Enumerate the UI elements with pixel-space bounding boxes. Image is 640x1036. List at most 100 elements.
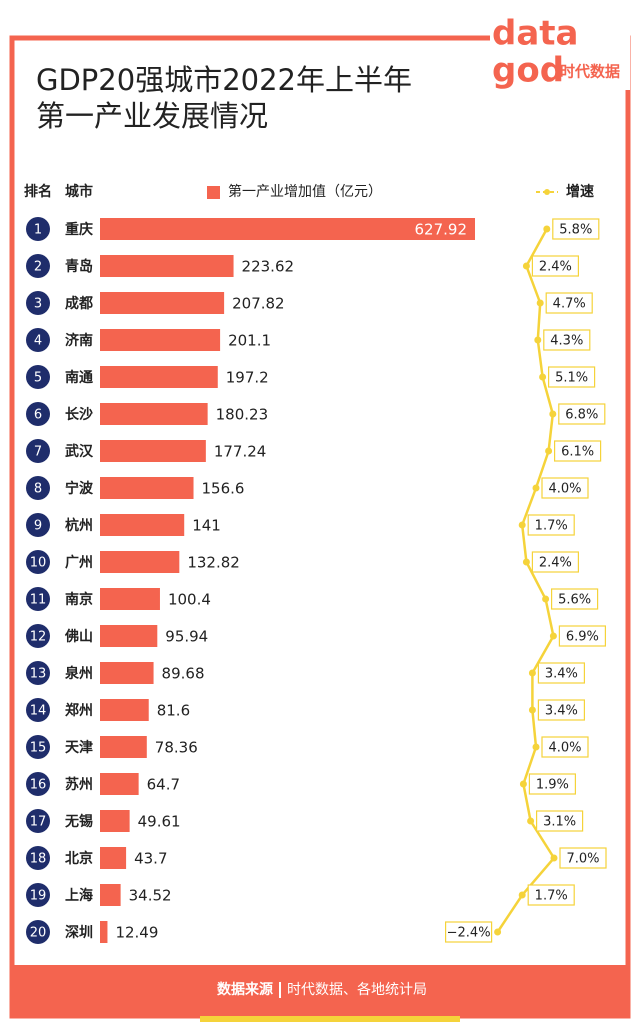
bar-value: 197.2 — [226, 369, 269, 387]
bar-value: 78.36 — [155, 739, 198, 757]
rank-badge — [26, 476, 50, 500]
bar-value: 132.82 — [187, 554, 240, 572]
growth-label: 4.3% — [550, 334, 583, 349]
bar — [100, 588, 160, 610]
growth-label: 6.9% — [566, 630, 599, 645]
bar-value: 627.92 — [415, 221, 468, 239]
growth-dot — [549, 410, 557, 418]
bar — [100, 403, 208, 425]
growth-dot — [532, 484, 540, 492]
label-box — [537, 662, 586, 684]
label-box — [531, 551, 580, 573]
city: 无锡 — [64, 813, 93, 830]
rank: 9 — [34, 519, 42, 534]
bar-value: 207.82 — [232, 295, 285, 313]
bar — [100, 625, 158, 647]
bar — [100, 292, 225, 314]
bar-value: 64.7 — [147, 776, 180, 794]
bar-value: 34.52 — [129, 887, 172, 905]
growth-label: 1.7% — [535, 889, 568, 904]
bar — [100, 514, 185, 536]
bar-value: 49.61 — [138, 813, 181, 831]
logo: data — [492, 14, 578, 54]
label-box — [553, 440, 602, 462]
bar — [100, 921, 108, 943]
growth-dot — [550, 854, 558, 862]
rank-badge — [26, 439, 50, 463]
rank: 15 — [30, 741, 47, 756]
growth-dot — [522, 558, 530, 566]
growth-dot — [528, 669, 536, 677]
city: 郑州 — [65, 702, 93, 719]
label-box — [541, 477, 589, 499]
growth-label: −2.4% — [447, 926, 491, 941]
legend-label: 增速 — [566, 183, 594, 200]
bar — [100, 810, 130, 832]
rank-badge — [26, 402, 50, 426]
city: 佛山 — [64, 628, 93, 645]
legend-swatch — [207, 186, 220, 199]
rank: 4 — [34, 334, 42, 349]
city: 苏州 — [65, 776, 93, 793]
growth-label: 4.0% — [548, 741, 581, 756]
rank: 11 — [30, 593, 47, 608]
bar — [100, 847, 127, 869]
bar — [100, 218, 475, 240]
growth-label: 5.8% — [559, 223, 592, 238]
city: 济南 — [65, 332, 93, 349]
growth-label: 3.4% — [545, 704, 578, 719]
growth-dot — [518, 891, 526, 899]
footer — [14, 965, 626, 1015]
rank-badge — [26, 920, 50, 944]
rank-badge — [26, 883, 50, 907]
bar-value: 180.23 — [216, 406, 269, 424]
rank-badge — [26, 735, 50, 759]
rank-badge — [26, 513, 50, 537]
label-box — [547, 366, 596, 388]
growth-dot — [518, 521, 526, 529]
city: 上海 — [65, 887, 93, 904]
source: 时代数据、各地统计局 — [287, 982, 427, 998]
bar-value: 81.6 — [157, 702, 190, 720]
rank-badge — [26, 809, 50, 833]
growth-label: 6.1% — [561, 445, 594, 460]
city: 宁波 — [65, 480, 94, 497]
label-box — [531, 255, 580, 277]
growth-dot — [539, 373, 547, 381]
growth-label: 1.9% — [536, 778, 569, 793]
rank: 7 — [34, 445, 42, 460]
rank-badge — [26, 291, 50, 315]
logo-bg — [490, 10, 630, 90]
rank: 20 — [30, 926, 47, 941]
growth-label: 4.7% — [553, 297, 586, 312]
growth-dot — [527, 817, 535, 825]
growth-dot — [542, 595, 550, 603]
rank: 10 — [30, 556, 47, 571]
rank-badge — [26, 217, 50, 241]
rank: 3 — [34, 297, 42, 312]
growth-dot — [534, 336, 542, 344]
source-label: 数据来源 — [217, 981, 273, 998]
bar — [100, 551, 180, 573]
city: 重庆 — [65, 221, 93, 238]
rank-badge — [26, 661, 50, 685]
city: 深圳 — [65, 924, 93, 941]
growth-dot — [549, 632, 557, 640]
bar — [100, 773, 139, 795]
bar-value: 95.94 — [165, 628, 208, 646]
bar-value: 201.1 — [228, 332, 271, 350]
label-box — [552, 218, 600, 240]
logo: god — [492, 51, 564, 91]
city: 广州 — [65, 554, 93, 571]
label-box — [558, 403, 606, 425]
growth-line — [496, 228, 556, 933]
label-box — [527, 514, 575, 536]
legend-label: 第一产业增加值（亿元） — [228, 183, 382, 200]
label-box — [445, 921, 493, 943]
growth-dot — [522, 262, 530, 270]
chart-title: GDP20强城市2022年上半年 — [36, 63, 412, 97]
city: 南京 — [65, 591, 93, 608]
bar — [100, 884, 121, 906]
growth-dot — [494, 928, 502, 936]
growth-dot — [528, 706, 536, 714]
